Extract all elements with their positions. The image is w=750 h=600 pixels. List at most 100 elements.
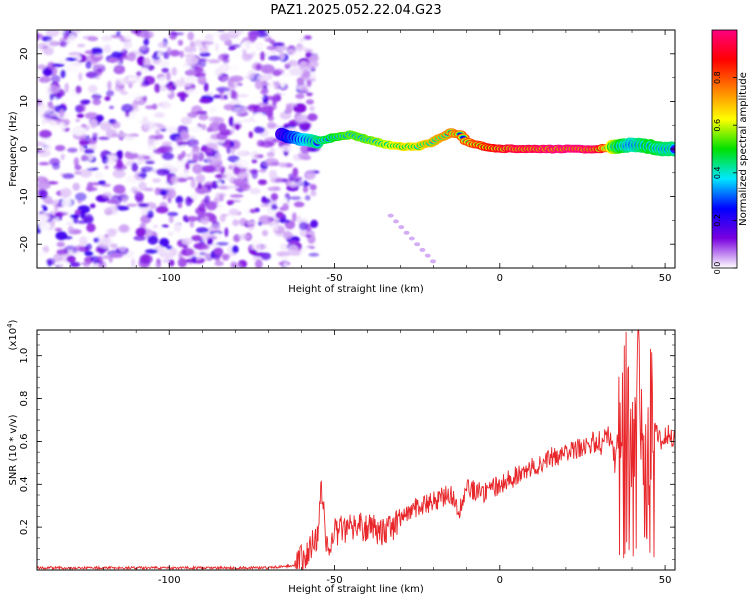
spectrogram-speckle bbox=[100, 121, 112, 131]
spectrogram-speckle bbox=[113, 163, 127, 171]
snr-y-tick-label: 0.6 bbox=[19, 433, 30, 449]
spectrogram-speckle bbox=[260, 140, 275, 148]
spectrogram-speckle bbox=[84, 251, 94, 257]
spectrogram-y-tick-label: -10 bbox=[19, 188, 30, 204]
spectrogram-speckle bbox=[284, 63, 291, 70]
spectrogram-speckle bbox=[216, 86, 230, 92]
spectrogram-speckle bbox=[113, 216, 119, 223]
spectrogram-speckle bbox=[173, 79, 187, 87]
spectrogram-speckle bbox=[108, 146, 121, 151]
spectrogram-speckle bbox=[186, 176, 194, 180]
snr-scale-multiplier: (x104) bbox=[6, 319, 19, 350]
spectrogram-speckle bbox=[90, 256, 100, 262]
spectrogram-speckle bbox=[184, 162, 190, 170]
spectrogram-speckle bbox=[165, 126, 178, 134]
spectrogram-speckle bbox=[219, 63, 230, 73]
spectrogram-speckle bbox=[125, 175, 137, 183]
spectrogram-y-tick-label: 0 bbox=[19, 146, 30, 152]
spectrogram-speckle bbox=[83, 161, 94, 169]
colorbar-ticks: 0.0 0.2 0.4 0.6 0.8 bbox=[713, 71, 737, 274]
spectrogram-speckle bbox=[92, 64, 101, 69]
spectrogram-speckle bbox=[248, 214, 254, 221]
spectrogram-speckle bbox=[309, 105, 315, 112]
spectrogram-speckle bbox=[176, 91, 190, 98]
spectrogram-speckle bbox=[245, 40, 251, 50]
spectrogram-speckle bbox=[268, 72, 273, 80]
spectrogram-speckle bbox=[260, 64, 275, 74]
spectrogram-speckle bbox=[195, 227, 209, 234]
spectrogram-speckle bbox=[131, 258, 136, 268]
spectrogram-speckle bbox=[197, 182, 203, 190]
spectrogram-speckle bbox=[92, 98, 101, 106]
spectrogram-speckle bbox=[75, 118, 80, 122]
spectrogram-speckle bbox=[115, 30, 121, 36]
spectrogram-speckle bbox=[139, 254, 153, 264]
spectrogram-speckle bbox=[120, 90, 128, 95]
spectrogram-speckle bbox=[219, 33, 231, 42]
spectrogram-speckle bbox=[271, 81, 281, 85]
spectrogram-speckle bbox=[191, 105, 203, 115]
spectrogram-speckle bbox=[238, 151, 247, 155]
colorbar-tick-label: 0.4 bbox=[713, 166, 722, 179]
spectrogram-speckle bbox=[161, 67, 169, 73]
spectrogram-speckle bbox=[177, 154, 184, 161]
spectrogram-speckle bbox=[237, 94, 249, 98]
spectrogram-speckle bbox=[108, 228, 117, 237]
spectrogram-speckle bbox=[254, 259, 263, 268]
spectrogram-speckle bbox=[92, 132, 99, 137]
spectrogram-speckle bbox=[79, 169, 93, 178]
spectrogram-speckle bbox=[281, 255, 289, 261]
spectrogram-speckle bbox=[232, 203, 237, 209]
spectrogram-streak bbox=[408, 236, 415, 241]
spectrogram-speckle bbox=[262, 162, 275, 167]
spectrogram-speckle bbox=[38, 106, 52, 115]
spectrogram-speckle bbox=[54, 227, 63, 232]
spectrogram-speckle bbox=[250, 150, 259, 161]
spectrogram-speckle bbox=[308, 252, 320, 257]
spectrogram-speckle bbox=[289, 196, 302, 201]
spectrogram-speckle bbox=[266, 121, 276, 129]
spectrogram-speckle bbox=[299, 121, 312, 129]
spectrogram-speckle bbox=[168, 214, 174, 224]
spectrogram-speckle bbox=[208, 225, 221, 233]
spectrogram-speckle bbox=[188, 126, 203, 133]
spectrogram-speckle bbox=[147, 145, 157, 150]
spectrogram-speckle bbox=[202, 165, 216, 173]
spectrogram-speckle bbox=[81, 154, 89, 162]
spectrogram-speckle bbox=[71, 126, 86, 136]
spectrogram-speckle bbox=[44, 144, 53, 151]
spectrogram-speckle bbox=[101, 35, 113, 42]
spectrogram-speckle bbox=[183, 75, 198, 84]
spectrogram-speckle bbox=[226, 185, 240, 189]
spectrogram-speckle bbox=[170, 175, 180, 185]
snr-y-tick-label: 0.2 bbox=[19, 519, 30, 535]
spectrogram-speckle bbox=[79, 236, 88, 246]
spectrogram-speckle bbox=[107, 80, 112, 91]
spectrogram-speckle bbox=[98, 136, 110, 140]
spectrogram-speckle bbox=[238, 233, 251, 240]
spectrogram-speckle bbox=[199, 45, 209, 53]
spectrogram-speckle bbox=[242, 47, 247, 55]
spectrogram-speckle bbox=[288, 173, 294, 180]
spectrogram-speckle bbox=[218, 194, 224, 202]
spectrogram-speckle bbox=[266, 45, 278, 51]
spectrogram-speckle bbox=[262, 97, 269, 105]
spectrogram-speckle bbox=[64, 82, 69, 93]
spectrogram-speckle bbox=[123, 40, 133, 49]
spectrogram-speckle bbox=[65, 57, 78, 62]
spectrogram-speckle bbox=[133, 91, 141, 101]
spectrogram-speckle bbox=[206, 156, 217, 164]
spectrogram-speckle bbox=[217, 204, 225, 213]
spectrogram-speckle bbox=[183, 169, 190, 174]
snr-plot bbox=[37, 330, 675, 570]
spectrogram-speckle bbox=[37, 217, 41, 225]
spectrogram-speckle bbox=[232, 219, 239, 227]
spectrogram-speckle bbox=[267, 186, 281, 192]
spectrogram-speckle bbox=[285, 105, 293, 114]
spectrogram-speckle bbox=[305, 234, 312, 238]
spectrogram-speckle bbox=[177, 202, 183, 209]
spectrogram-speckle bbox=[233, 120, 243, 124]
spectrogram-speckle bbox=[258, 179, 267, 186]
spectrogram-speckle bbox=[222, 56, 230, 65]
spectrogram-speckle bbox=[78, 103, 86, 113]
